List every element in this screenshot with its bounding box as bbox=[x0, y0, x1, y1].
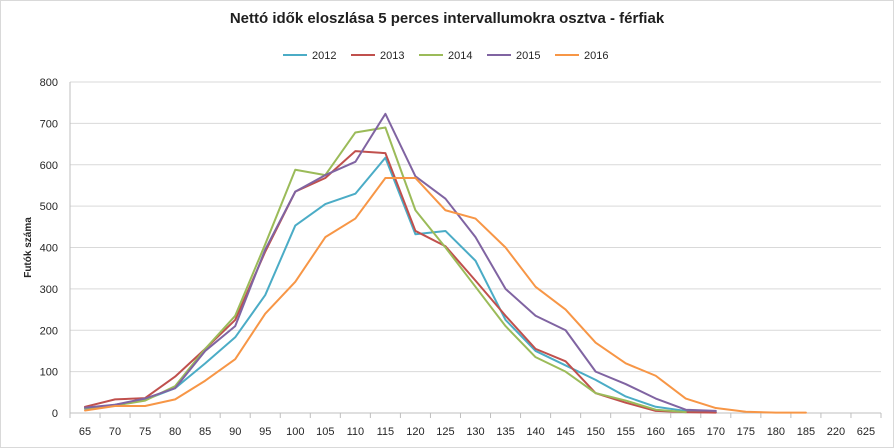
legend-label: 2015 bbox=[516, 50, 540, 62]
x-tick-label: 65 bbox=[79, 426, 91, 438]
x-tick-label: 175 bbox=[737, 426, 755, 438]
y-tick-label: 200 bbox=[40, 325, 58, 337]
x-tick-label: 110 bbox=[347, 426, 365, 438]
x-tick-label: 75 bbox=[139, 426, 151, 438]
series-line-2012 bbox=[84, 156, 717, 414]
series-line-2016 bbox=[84, 176, 807, 414]
x-tick-label: 70 bbox=[109, 426, 121, 438]
x-tick-label: 185 bbox=[797, 426, 815, 438]
x-tick-label: 145 bbox=[556, 426, 574, 438]
x-tick-label: 220 bbox=[827, 426, 845, 438]
series-line-2013 bbox=[84, 150, 717, 414]
y-axis-label: Futók száma bbox=[23, 217, 34, 278]
x-tick-label: 170 bbox=[707, 426, 725, 438]
series-line-2014 bbox=[84, 126, 687, 414]
x-tick-label: 130 bbox=[466, 426, 484, 438]
x-tick-label: 140 bbox=[526, 426, 544, 438]
x-tick-label: 155 bbox=[617, 426, 635, 438]
chart-title: Nettó idők eloszlása 5 perces intervallu… bbox=[229, 10, 665, 27]
legend-item-2013: 2013 bbox=[351, 50, 404, 62]
legend-item-2012: 2012 bbox=[283, 50, 336, 62]
x-tick-label: 100 bbox=[286, 426, 304, 438]
legend-item-2016: 2016 bbox=[555, 50, 608, 62]
x-tick-label: 95 bbox=[259, 426, 271, 438]
axes: 0 100 200 300 400 500 600 700 800 65 70 75 80 85 90 95 1… bbox=[40, 77, 882, 438]
x-tick-label: 80 bbox=[169, 426, 181, 438]
x-tick-label: 160 bbox=[647, 426, 665, 438]
y-tick-label: 800 bbox=[40, 77, 58, 89]
legend-item-2014: 2014 bbox=[419, 50, 472, 62]
x-tick-label: 125 bbox=[436, 426, 454, 438]
x-tick-label: 90 bbox=[229, 426, 241, 438]
legend-label: 2014 bbox=[448, 50, 472, 62]
legend-label: 2013 bbox=[380, 50, 404, 62]
y-tick-label: 0 bbox=[52, 408, 58, 420]
y-tick-label: 400 bbox=[40, 243, 58, 255]
x-tick-label: 165 bbox=[677, 426, 695, 438]
x-tick-label: 625 bbox=[857, 426, 875, 438]
x-tick-label: 150 bbox=[586, 426, 604, 438]
y-tick-label: 300 bbox=[40, 284, 58, 296]
y-tick-label: 600 bbox=[40, 160, 58, 172]
y-tick-label: 500 bbox=[40, 201, 58, 213]
legend-item-2015: 2015 bbox=[487, 50, 540, 62]
legend: 2012 2013 2014 2015 2016 bbox=[283, 50, 608, 62]
series-lines bbox=[84, 112, 807, 414]
x-tick-label: 85 bbox=[199, 426, 211, 438]
x-tick-label: 135 bbox=[496, 426, 514, 438]
x-tick-label: 105 bbox=[316, 426, 334, 438]
series-line-2015 bbox=[84, 112, 717, 412]
legend-label: 2016 bbox=[584, 50, 608, 62]
y-tick-label: 100 bbox=[40, 367, 58, 379]
x-tick-label: 115 bbox=[377, 426, 395, 438]
gridlines bbox=[70, 81, 881, 373]
x-tick-label: 120 bbox=[406, 426, 424, 438]
x-tick-label: 180 bbox=[767, 426, 785, 438]
y-tick-label: 700 bbox=[40, 118, 58, 130]
legend-label: 2012 bbox=[312, 50, 336, 62]
